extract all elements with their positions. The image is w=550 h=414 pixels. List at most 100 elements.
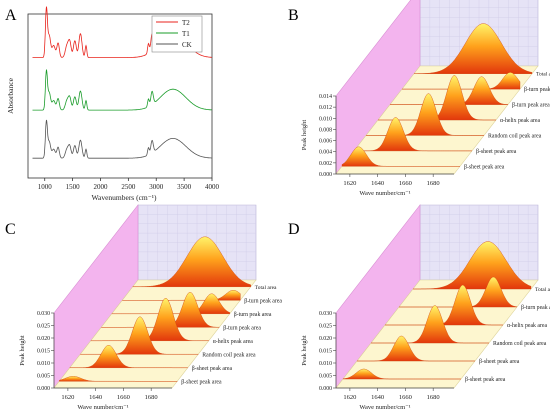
peak-area-random-coil-peak-area	[366, 93, 484, 136]
x-tick-label: 1620	[343, 394, 356, 401]
x-tick-label: 1680	[427, 180, 440, 187]
row-label: β-sheet peak area	[479, 359, 520, 365]
panel-a-ftir-spectra: 1000 1500 2000 2500 3000 3500 4000 Wavenumbers …	[6, 6, 220, 202]
y-tick-label: 0.002	[319, 161, 332, 167]
row-label: β-turn peak area	[512, 103, 550, 109]
panel-b-label: B	[288, 7, 299, 24]
x-axis-label: Wave number/cm⁻¹	[359, 404, 410, 411]
y-tick-label: 0.005	[37, 374, 50, 380]
panel-d-peak-fitting-3d: Total area β-turn peak area α-helix peak a…	[301, 204, 550, 411]
x-tick-label: 1680	[427, 394, 440, 401]
y-tick-label: 0.025	[37, 324, 50, 330]
x-tick-label: 1660	[117, 394, 130, 401]
row-label: β-turn peak area	[234, 312, 272, 318]
legend-box	[151, 15, 203, 53]
row-label: Total area	[535, 287, 550, 293]
y-tick-label: 0.010	[319, 361, 332, 367]
peak-area-random-coil-peak-area	[80, 316, 199, 355]
y-tick-label: 0.020	[319, 336, 332, 342]
x-tick-label: 1660	[399, 180, 412, 187]
row-label: β-sheet peak area	[465, 377, 506, 383]
peak-area-sheet-peak-area	[354, 117, 472, 152]
x-tick-label: 2000	[93, 183, 108, 191]
y-tick-label: 0.005	[319, 374, 332, 380]
x-tick-label: 1640	[371, 180, 384, 187]
y-tick-label: 0.010	[37, 361, 50, 367]
row-label: β-sheet peak area	[476, 149, 517, 155]
x-tick-label: 1000	[38, 183, 53, 191]
y-tick-label: 0.025	[319, 324, 332, 330]
y-tick-label: 0.015	[319, 349, 332, 355]
x-axis-label: Wavenumbers (cm⁻¹)	[92, 193, 157, 202]
peak-area-sheet-peak-area	[59, 376, 178, 382]
row-label: Random coil peak area	[488, 133, 542, 139]
y-tick-label: 0.020	[37, 336, 50, 342]
peak-area-helix-peak-area	[90, 298, 209, 341]
series-line-t1	[32, 69, 212, 111]
row-label: Total area	[536, 72, 550, 78]
x-tick-label: 3500	[177, 183, 192, 191]
row-label: β-turn peak area	[223, 325, 261, 331]
peak-area-total-area	[132, 236, 251, 287]
row-label: β-turn peak area	[524, 87, 550, 93]
x-tick-label: 1640	[371, 394, 384, 401]
x-tick-label: 1680	[145, 394, 158, 401]
y-axis-label: Absorbance	[6, 77, 15, 113]
y-axis-label: Peak height	[301, 335, 308, 366]
y-axis-label: Peak height	[301, 120, 308, 151]
x-axis-label: Wave number/cm⁻¹	[77, 404, 128, 411]
panel-a-label: A	[5, 7, 17, 24]
y-tick-label: 0.010	[319, 116, 332, 122]
peak-area-helix-peak-area	[385, 284, 503, 326]
x-tick-label: 2500	[121, 183, 136, 191]
y-tick-label: 0.030	[37, 311, 50, 317]
y-tick-label: 0.000	[319, 386, 332, 392]
peak-area-total-area	[413, 241, 532, 290]
x-tick-label: 3000	[149, 183, 164, 191]
x-tick-label: 1620	[343, 180, 356, 187]
panel-d-label: D	[288, 221, 300, 238]
row-label: β-turn peak area	[244, 298, 282, 304]
legend-label-t1: T1	[182, 30, 190, 38]
row-label: α-helix peak area	[507, 323, 547, 329]
peak-area-random-coil-peak-area	[371, 305, 489, 344]
panel-c-peak-fitting-3d: Total area β-turn peak area β-turn peak ar…	[19, 204, 282, 411]
y-tick-label: 0.008	[319, 127, 332, 133]
row-label: β-turn peak area	[521, 305, 550, 311]
row-label: β-sheet peak area	[464, 164, 505, 170]
y-tick-label: 0.012	[319, 105, 332, 111]
y-tick-label: 0.006	[319, 139, 332, 145]
y-tick-label: 0.014	[319, 94, 332, 100]
peak-area-turn-peak-area	[122, 290, 241, 301]
y-tick-label: 0.015	[37, 349, 50, 355]
row-label: Random coil peak area	[202, 352, 256, 358]
peak-area-sheet-peak-area	[69, 345, 188, 368]
peak-area-sheet-peak-area	[341, 146, 460, 167]
peak-area-total-area	[414, 23, 533, 74]
x-tick-label: 1620	[61, 394, 74, 401]
peak-area-turn-peak-area	[402, 72, 521, 90]
x-tick-label: 1640	[89, 394, 102, 401]
row-label: Random coil peak area	[493, 341, 547, 347]
row-label: α-helix peak area	[500, 118, 540, 124]
plot-frame	[27, 13, 213, 179]
x-tick-label: 1500	[66, 183, 81, 191]
series-line-ck	[32, 119, 212, 159]
x-tick-label: 4000	[205, 183, 220, 191]
peak-area-sheet-peak-area	[342, 368, 461, 380]
x-tick-label: 1660	[399, 394, 412, 401]
y-tick-label: 0.030	[319, 311, 332, 317]
y-tick-label: 0.000	[37, 386, 50, 392]
y-axis-label: Peak height	[19, 335, 26, 366]
row-label: β-sheet peak area	[192, 366, 233, 372]
row-label: α-helix peak area	[213, 339, 253, 345]
panel-c-label: C	[5, 221, 16, 238]
legend-label-ck: CK	[182, 41, 192, 49]
x-axis-label: Wave number/cm⁻¹	[359, 190, 410, 197]
legend-label-t2: T2	[182, 19, 190, 27]
panel-b-peak-fitting-3d: Total area β-turn peak area β-turn peak ar…	[301, 0, 550, 197]
y-tick-label: 0.004	[319, 150, 332, 156]
peak-area-sheet-peak-area	[357, 335, 475, 362]
row-label: Total area	[255, 285, 277, 291]
y-tick-label: 0.000	[319, 172, 332, 178]
